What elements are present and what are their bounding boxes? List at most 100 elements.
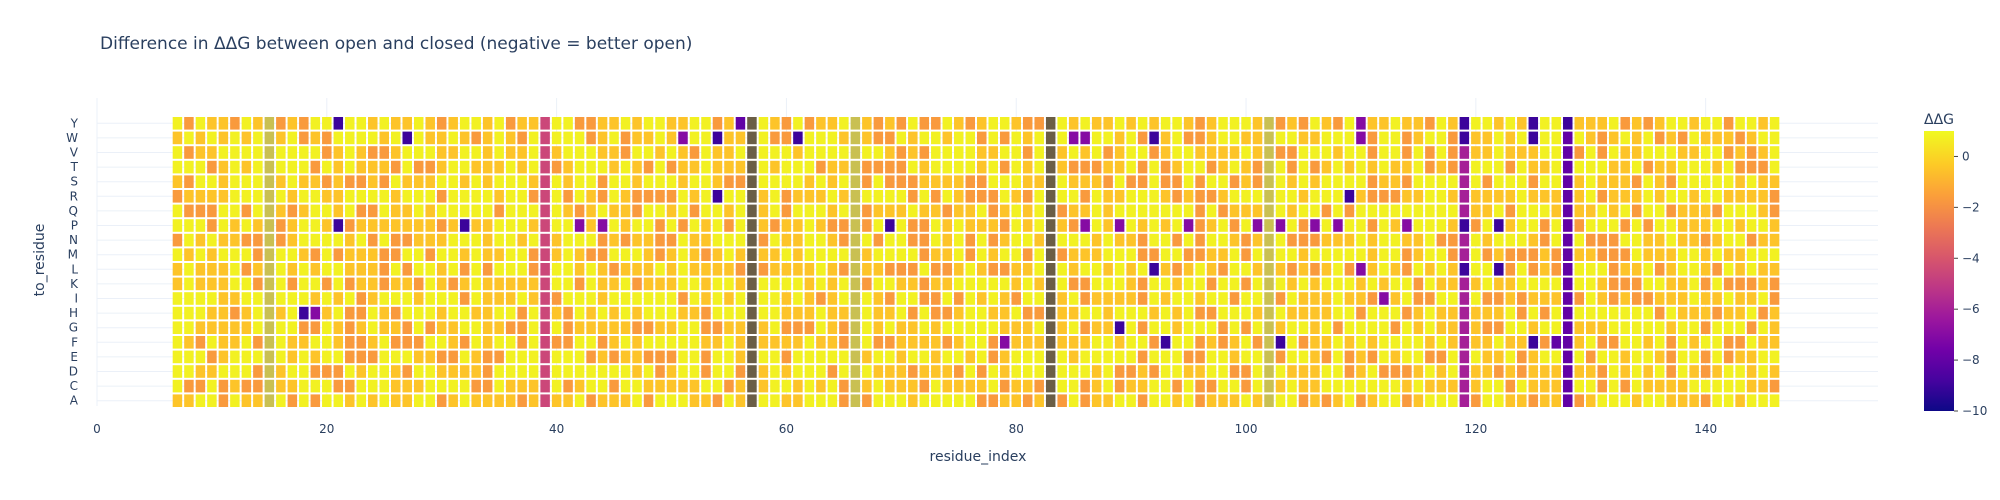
- heatmap-cell: [333, 321, 344, 334]
- heatmap-cell: [896, 204, 907, 218]
- heatmap-cell: [620, 160, 631, 174]
- heatmap-cell: [402, 131, 412, 145]
- heatmap-cell: [678, 277, 688, 291]
- heatmap-cell: [253, 219, 263, 232]
- heatmap-cell: [517, 190, 527, 203]
- heatmap-cell: [563, 219, 573, 232]
- heatmap-cell: [333, 306, 344, 320]
- heatmap-cell: [459, 131, 470, 145]
- heatmap-cell: [1333, 190, 1343, 203]
- heatmap-cell: [1126, 146, 1136, 159]
- heatmap-cell: [632, 336, 642, 349]
- heatmap-cell: [965, 233, 976, 247]
- heatmap-cell: [207, 248, 217, 261]
- x-tick-label: 80: [1009, 422, 1024, 436]
- heatmap-cell: [632, 379, 642, 393]
- heatmap-cell: [793, 248, 803, 261]
- heatmap-cell: [1758, 219, 1768, 232]
- heatmap-cell: [1505, 219, 1516, 232]
- heatmap-cell: [1252, 190, 1263, 203]
- heatmap-cell: [1517, 365, 1527, 378]
- heatmap-cell: [735, 277, 746, 291]
- heatmap-cell: [1241, 321, 1251, 334]
- heatmap-cell: [230, 219, 240, 232]
- heatmap-cell: [1436, 233, 1447, 247]
- heatmap-cell: [1080, 350, 1090, 364]
- heatmap-cell: [643, 160, 654, 174]
- heatmap-cell: [425, 336, 435, 349]
- heatmap-cell: [942, 175, 953, 188]
- heatmap-cell: [1356, 365, 1366, 378]
- heatmap-cell: [965, 263, 976, 276]
- heatmap-cell: [1068, 350, 1079, 364]
- heatmap-cell: [1402, 379, 1412, 393]
- heatmap-cell: [1287, 248, 1297, 261]
- heatmap-cell: [1310, 336, 1320, 349]
- heatmap-cell: [747, 306, 757, 320]
- heatmap-cell: [827, 204, 838, 218]
- heatmap-cell: [1654, 160, 1665, 174]
- heatmap-cell: [873, 160, 884, 174]
- heatmap-cell: [241, 175, 252, 188]
- heatmap-cell: [804, 233, 815, 247]
- heatmap-cell: [299, 146, 309, 159]
- heatmap-cell: [299, 292, 309, 305]
- heatmap-cell: [1643, 190, 1653, 203]
- heatmap-cell: [264, 248, 275, 261]
- heatmap-cell: [1574, 263, 1584, 276]
- heatmap-cell: [1310, 263, 1320, 276]
- heatmap-cell: [368, 263, 378, 276]
- heatmap-cell: [620, 117, 631, 130]
- heatmap-cell: [517, 233, 527, 247]
- heatmap-cell: [1689, 321, 1699, 334]
- heatmap-cell: [689, 263, 700, 276]
- heatmap-cell: [1723, 277, 1734, 291]
- heatmap-cell: [620, 321, 631, 334]
- heatmap-cell: [885, 336, 895, 349]
- heatmap-cell: [1551, 379, 1562, 393]
- heatmap-cell: [609, 146, 619, 159]
- heatmap-cell: [253, 277, 263, 291]
- heatmap-cell: [1103, 248, 1113, 261]
- heatmap-cell: [816, 204, 826, 218]
- heatmap-cell: [1494, 204, 1504, 218]
- heatmap-cell: [1091, 131, 1102, 145]
- heatmap-cell: [253, 131, 263, 145]
- heatmap-cell: [862, 277, 872, 291]
- heatmap-cell: [1608, 233, 1619, 247]
- heatmap-cell: [1298, 263, 1309, 276]
- heatmap-cell: [839, 204, 849, 218]
- heatmap-cell: [1068, 306, 1079, 320]
- heatmap-cell: [735, 233, 746, 247]
- heatmap-cell: [1114, 233, 1125, 247]
- heatmap-cell: [620, 131, 631, 145]
- heatmap-cell: [517, 306, 527, 320]
- heatmap-cell: [655, 365, 665, 378]
- heatmap-cell: [942, 277, 953, 291]
- heatmap-cell: [1114, 131, 1125, 145]
- heatmap-cell: [839, 336, 849, 349]
- heatmap-cell: [1586, 175, 1596, 188]
- heatmap-cell: [1563, 321, 1573, 334]
- heatmap-cell: [1367, 350, 1378, 364]
- heatmap-cell: [230, 190, 240, 203]
- heatmap-cell: [781, 117, 792, 130]
- heatmap-cell: [1448, 350, 1458, 364]
- heatmap-cell: [1252, 175, 1263, 188]
- heatmap-cell: [482, 146, 493, 159]
- heatmap-cell: [1528, 277, 1539, 291]
- heatmap-cell: [1459, 233, 1470, 247]
- heatmap-cell: [276, 131, 286, 145]
- heatmap-cell: [505, 219, 516, 232]
- heatmap-cell: [1091, 292, 1102, 305]
- heatmap-cell: [287, 365, 298, 378]
- heatmap-cell: [758, 336, 769, 349]
- heatmap-cell: [413, 277, 424, 291]
- heatmap-cell: [1068, 190, 1079, 203]
- heatmap-cell: [1344, 365, 1355, 378]
- heatmap-cell: [1321, 175, 1332, 188]
- heatmap-cell: [1103, 365, 1113, 378]
- heatmap-cell: [1287, 160, 1297, 174]
- heatmap-cell: [862, 263, 872, 276]
- heatmap-cell: [1011, 175, 1021, 188]
